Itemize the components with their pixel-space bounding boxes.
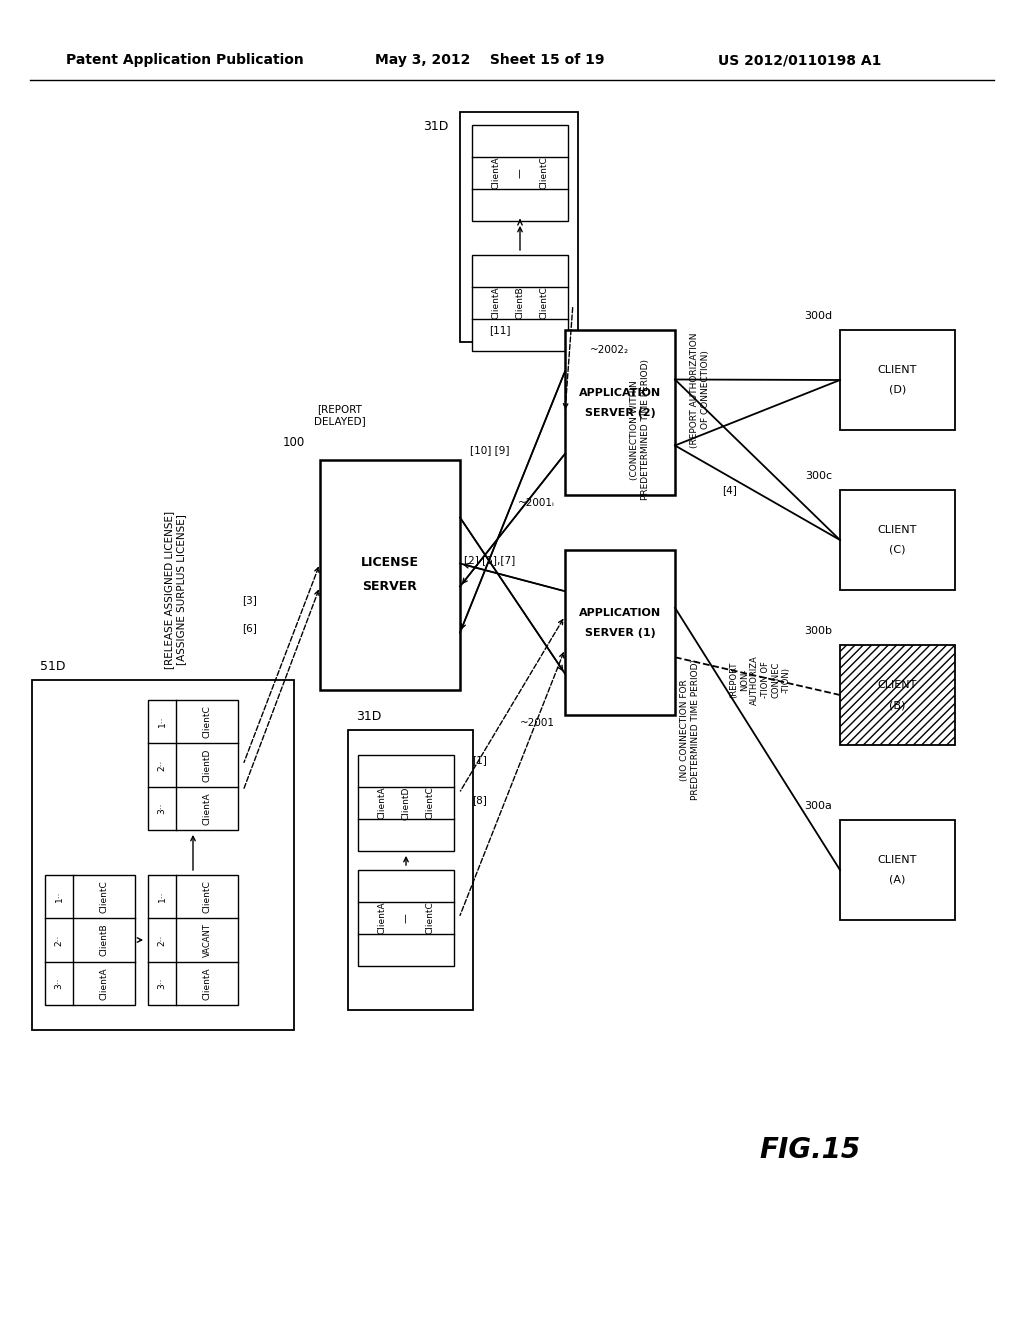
Bar [840, 645, 955, 744]
Bar [32, 680, 294, 1030]
Text: (CONNECTION WITHIN
PREDETERMINED TIME PERIOD): (CONNECTION WITHIN PREDETERMINED TIME PE… [631, 359, 649, 500]
Bar [840, 490, 955, 590]
Text: [6]: [6] [243, 623, 257, 634]
Text: APPLICATION: APPLICATION [579, 388, 662, 397]
Bar [565, 550, 675, 715]
Text: [4]: [4] [723, 484, 737, 495]
Text: 300b: 300b [804, 626, 831, 636]
Text: SERVER (2): SERVER (2) [585, 408, 655, 417]
Text: May 3, 2012    Sheet 15 of 19: May 3, 2012 Sheet 15 of 19 [375, 53, 605, 67]
Text: 300c: 300c [805, 471, 831, 480]
Text: CLIENT: CLIENT [878, 366, 918, 375]
Text: [8]: [8] [472, 795, 487, 805]
Bar [840, 330, 955, 430]
Text: [10] [9]: [10] [9] [470, 445, 510, 455]
Text: 31D: 31D [423, 120, 449, 133]
Text: US 2012/0110198 A1: US 2012/0110198 A1 [718, 53, 882, 67]
Text: 2··: 2·· [158, 759, 167, 771]
Bar [472, 255, 568, 351]
Text: 3··: 3·· [54, 978, 63, 989]
Bar [319, 459, 460, 690]
Text: (C): (C) [889, 545, 906, 554]
Text: FIG.15: FIG.15 [760, 1137, 860, 1164]
Bar [358, 870, 454, 966]
Text: —: — [515, 168, 525, 178]
Text: SERVER: SERVER [362, 581, 418, 594]
Bar [348, 730, 473, 1010]
Text: ClientA: ClientA [203, 792, 212, 825]
Text: 2··: 2·· [54, 935, 63, 945]
Text: (B): (B) [889, 700, 905, 710]
Text: CLIENT: CLIENT [878, 525, 918, 535]
Bar [45, 875, 135, 1005]
Text: VACANT: VACANT [203, 923, 212, 957]
Text: ClientA: ClientA [492, 157, 501, 189]
Text: ClientA: ClientA [203, 968, 212, 999]
Text: 31D: 31D [356, 710, 381, 722]
Text: [3]: [3] [243, 595, 257, 605]
Text: [11]: [11] [489, 325, 511, 335]
Text: CLIENT: CLIENT [878, 680, 918, 690]
Text: ~2001ᵢ: ~2001ᵢ [518, 498, 555, 508]
Text: [2] [5],[7]: [2] [5],[7] [464, 554, 516, 565]
Bar [460, 112, 578, 342]
Text: ClientC: ClientC [203, 705, 212, 738]
Text: [RELEASE ASSIGNED LICENSE]
[ASSIGNE SURPLUS LICENSE]: [RELEASE ASSIGNED LICENSE] [ASSIGNE SURP… [164, 511, 185, 669]
Bar [148, 875, 238, 1005]
Text: SERVER (1): SERVER (1) [585, 627, 655, 638]
Text: ClientC: ClientC [540, 286, 549, 319]
Text: ClientB: ClientB [515, 286, 524, 319]
Text: 1··: 1·· [158, 715, 167, 727]
Text: ClientA: ClientA [378, 787, 386, 820]
Text: APPLICATION: APPLICATION [579, 607, 662, 618]
Bar [148, 700, 238, 830]
Text: ClientC: ClientC [540, 157, 549, 189]
Text: Patent Application Publication: Patent Application Publication [67, 53, 304, 67]
Text: [REPORT
DELAYED]: [REPORT DELAYED] [314, 404, 366, 426]
Bar [472, 125, 568, 220]
Text: ~2001: ~2001 [520, 718, 555, 729]
Text: ClientC: ClientC [426, 902, 434, 935]
Text: 51D: 51D [40, 660, 66, 672]
Text: (NO CONNECTION FOR
PREDETERMINED TIME PERIOD): (NO CONNECTION FOR PREDETERMINED TIME PE… [680, 660, 699, 800]
Text: ClientB: ClientB [99, 924, 109, 956]
Text: ClientA: ClientA [378, 902, 386, 935]
Text: 300a: 300a [804, 801, 831, 810]
Text: 1··: 1·· [158, 891, 167, 903]
Text: 3··: 3·· [158, 803, 167, 814]
Text: (REPORT AUTHORIZATION
OF CONNECTION): (REPORT AUTHORIZATION OF CONNECTION) [690, 333, 710, 447]
Text: ClientD: ClientD [203, 748, 212, 781]
Text: (A): (A) [889, 875, 905, 884]
Bar [565, 330, 675, 495]
Bar [840, 820, 955, 920]
Text: (D): (D) [889, 385, 906, 395]
Text: 300d: 300d [804, 312, 831, 321]
Text: 100: 100 [283, 436, 305, 449]
Text: ClientA: ClientA [99, 968, 109, 999]
Text: 2··: 2·· [158, 935, 167, 945]
Bar [358, 755, 454, 851]
Text: (REPORT
NON-
AUTHORIZA
-TION OF
CONNEC
-TION): (REPORT NON- AUTHORIZA -TION OF CONNEC -… [729, 655, 791, 705]
Text: ClientA: ClientA [492, 286, 501, 319]
Text: ClientD: ClientD [401, 787, 411, 820]
Text: CLIENT: CLIENT [878, 855, 918, 865]
Text: [1]: [1] [472, 755, 487, 766]
Text: ClientC: ClientC [203, 880, 212, 913]
Text: —: — [401, 913, 411, 923]
Text: LICENSE: LICENSE [361, 557, 419, 569]
Text: ClientC: ClientC [426, 787, 434, 820]
Text: ClientC: ClientC [99, 880, 109, 913]
Text: 3··: 3·· [158, 978, 167, 989]
Text: ~2002₂: ~2002₂ [590, 345, 629, 355]
Text: 1··: 1·· [54, 891, 63, 903]
